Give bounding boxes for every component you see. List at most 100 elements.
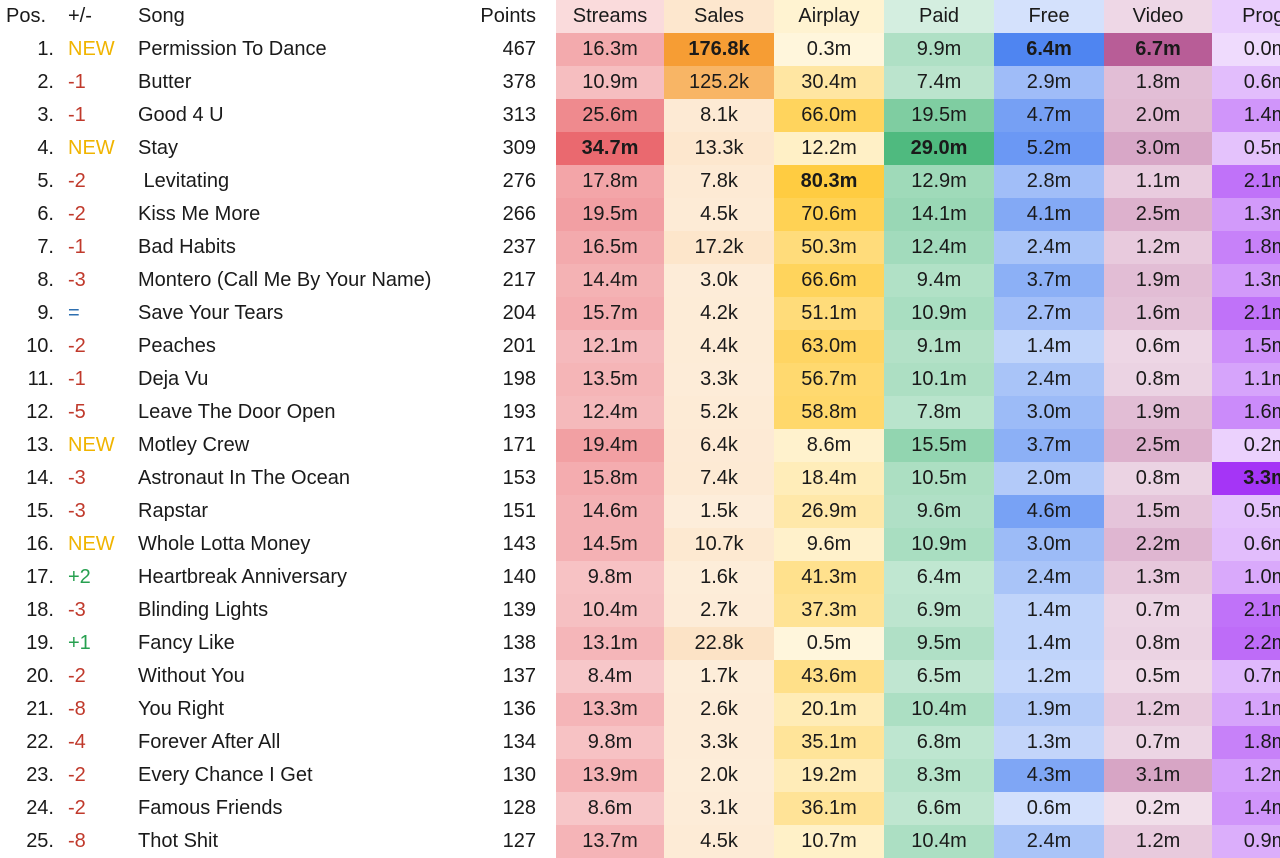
cell-pos: 8. [37,269,54,291]
cell-streams: 8.4m [556,660,664,693]
cell-free: 1.9m [994,693,1104,726]
cell-free: 4.7m [994,99,1104,132]
cell-points: 276 [502,170,536,192]
cell-paid: 10.1m [884,363,994,396]
cell-song: Thot Shit [138,830,219,852]
cell-free: 2.4m [994,561,1104,594]
cell-paid: 6.8m [884,726,994,759]
cell-pos: 5. [37,170,54,192]
table-row: 13. NEW Motley Crew 171 19.4m 6.4k 8.6m 15.5m 3.… [0,429,1280,462]
cell-prog: 1.1m [1212,363,1280,396]
cell-streams: 19.5m [556,198,664,231]
cell-video: 1.9m [1104,264,1212,297]
cell-pos: 14. [26,467,54,489]
cell-streams: 10.9m [556,66,664,99]
cell-free: 5.2m [994,132,1104,165]
cell-free: 2.4m [994,231,1104,264]
column-header-video: Video [1104,0,1212,33]
cell-prog: 1.6m [1212,396,1280,429]
cell-sales: 3.3k [664,363,774,396]
cell-prog: 1.1m [1212,693,1280,726]
cell-sales: 6.4k [664,429,774,462]
cell-song: Astronaut In The Ocean [138,467,350,489]
cell-airplay: 35.1m [774,726,884,759]
cell-free: 3.0m [994,396,1104,429]
cell-points: 313 [502,104,536,126]
cell-streams: 15.8m [556,462,664,495]
cell-airplay: 18.4m [774,462,884,495]
cell-streams: 34.7m [556,132,664,165]
cell-song: Good 4 U [138,104,224,126]
cell-free: 4.3m [994,759,1104,792]
table-row: 12. -5 Leave The Door Open 193 12.4m 5.2k 58.8… [0,396,1280,429]
cell-free: 1.4m [994,594,1104,627]
cell-streams: 12.1m [556,330,664,363]
cell-paid: 9.9m [884,33,994,66]
cell-sales: 5.2k [664,396,774,429]
cell-points: 128 [502,797,536,819]
cell-video: 0.7m [1104,594,1212,627]
cell-airplay: 20.1m [774,693,884,726]
cell-paid: 8.3m [884,759,994,792]
cell-pos: 24. [26,797,54,819]
cell-paid: 6.9m [884,594,994,627]
cell-points: 137 [502,665,536,687]
cell-change: -3 [68,599,86,621]
table-row: 4. NEW Stay 309 34.7m 13.3k 12.2m 29.0m 5.2m 3.0m… [0,132,1280,165]
cell-points: 136 [502,698,536,720]
table-row: 17. +2 Heartbreak Anniversary 140 9.8m 1.6k 41… [0,561,1280,594]
column-header-pos: Pos. [6,5,47,27]
cell-airplay: 8.6m [774,429,884,462]
cell-points: 151 [502,500,536,522]
cell-paid: 6.4m [884,561,994,594]
cell-change: NEW [68,137,115,159]
table-row: 2. -1 Butter 378 10.9m 125.2k 30.4m 7.4m 2.9m 1.8… [0,66,1280,99]
cell-video: 1.1m [1104,165,1212,198]
cell-change: +2 [68,566,91,588]
cell-sales: 1.5k [664,495,774,528]
table-body: 1. NEW Permission To Dance 467 16.3m 176.8k 0.… [0,33,1280,858]
cell-video: 2.5m [1104,429,1212,462]
cell-pos: 19. [26,632,54,654]
table-row: 7. -1 Bad Habits 237 16.5m 17.2k 50.3m 12.4m 2.4… [0,231,1280,264]
cell-airplay: 12.2m [774,132,884,165]
cell-pos: 12. [26,401,54,423]
cell-song: Leave The Door Open [138,401,336,423]
cell-change: -1 [68,104,86,126]
cell-video: 1.8m [1104,66,1212,99]
cell-pos: 10. [26,335,54,357]
cell-paid: 6.6m [884,792,994,825]
cell-airplay: 36.1m [774,792,884,825]
cell-pos: 23. [26,764,54,786]
cell-pos: 7. [37,236,54,258]
cell-song: Stay [138,137,179,159]
cell-song: Permission To Dance [138,38,327,60]
cell-sales: 3.0k [664,264,774,297]
table-row: 23. -2 Every Chance I Get 130 13.9m 2.0k 19.2m… [0,759,1280,792]
column-header-airplay: Airplay [774,0,884,33]
cell-streams: 8.6m [556,792,664,825]
cell-paid: 29.0m [884,132,994,165]
cell-prog: 1.8m [1212,231,1280,264]
cell-free: 2.8m [994,165,1104,198]
table-row: 10. -2 Peaches 201 12.1m 4.4k 63.0m 9.1m 1.4m 0.6… [0,330,1280,363]
cell-airplay: 63.0m [774,330,884,363]
cell-points: 266 [502,203,536,225]
cell-streams: 15.7m [556,297,664,330]
cell-prog: 0.9m [1212,825,1280,858]
cell-song: Montero (Call Me By Your Name) [138,269,432,291]
cell-paid: 9.1m [884,330,994,363]
cell-airplay: 0.5m [774,627,884,660]
cell-sales: 2.0k [664,759,774,792]
cell-change: -5 [68,401,86,423]
cell-free: 1.4m [994,330,1104,363]
cell-points: 139 [502,599,536,621]
cell-song: Blinding Lights [138,599,269,621]
cell-song: Rapstar [138,500,209,522]
cell-points: 171 [502,434,536,456]
cell-free: 6.4m [994,33,1104,66]
cell-prog: 0.0m [1212,33,1280,66]
cell-paid: 15.5m [884,429,994,462]
column-header-points: Points [480,5,536,27]
table-row: 19. +1 Fancy Like 138 13.1m 22.8k 0.5m 9.5m 1.4m… [0,627,1280,660]
